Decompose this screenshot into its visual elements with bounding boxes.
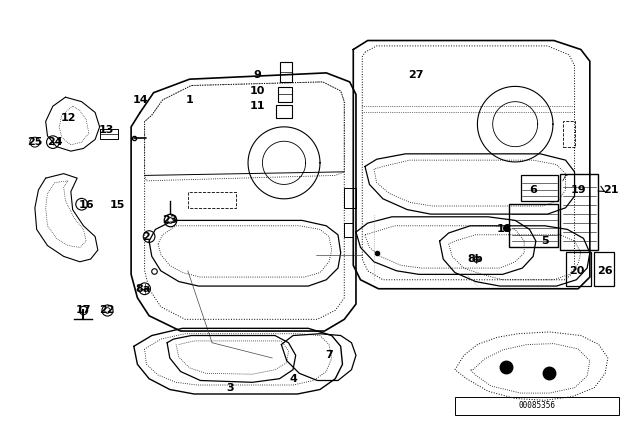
Text: 5: 5	[541, 236, 548, 246]
Text: 9: 9	[253, 70, 261, 80]
Text: 24: 24	[47, 137, 63, 147]
Text: 2: 2	[143, 232, 150, 241]
Text: 23: 23	[162, 215, 177, 225]
Text: 10: 10	[250, 86, 265, 96]
Bar	[520, 176, 558, 201]
Bar	[455, 396, 619, 415]
Text: 26: 26	[597, 266, 613, 276]
Bar	[276, 105, 292, 118]
Text: 7: 7	[325, 350, 333, 360]
Text: 1: 1	[186, 95, 193, 105]
Text: 11: 11	[250, 101, 265, 111]
Bar	[344, 223, 353, 237]
Text: 18: 18	[497, 224, 512, 234]
Text: 19: 19	[570, 185, 586, 195]
Text: 25: 25	[27, 137, 43, 147]
Text: 14: 14	[132, 95, 148, 105]
Bar	[344, 188, 356, 208]
Text: 12: 12	[60, 113, 76, 123]
Text: 15: 15	[110, 200, 125, 210]
Text: 3: 3	[227, 383, 234, 393]
Text: 20: 20	[569, 266, 584, 276]
Text: 21: 21	[603, 185, 618, 195]
Text: 17: 17	[76, 306, 91, 315]
Text: 16: 16	[78, 200, 94, 210]
Text: 13: 13	[99, 125, 115, 135]
Bar	[563, 121, 575, 146]
Text: 00085356: 00085356	[518, 401, 556, 410]
Text: 22: 22	[99, 306, 115, 315]
Bar	[566, 252, 591, 286]
Text: 8b: 8b	[468, 254, 483, 264]
Text: 8a: 8a	[135, 284, 150, 294]
Bar	[560, 174, 598, 250]
Text: 27: 27	[408, 70, 424, 80]
Bar	[280, 62, 292, 82]
Text: 4: 4	[289, 374, 297, 383]
Bar	[278, 87, 292, 102]
Bar	[509, 204, 558, 247]
Bar	[595, 252, 614, 286]
Text: 6: 6	[529, 185, 537, 195]
